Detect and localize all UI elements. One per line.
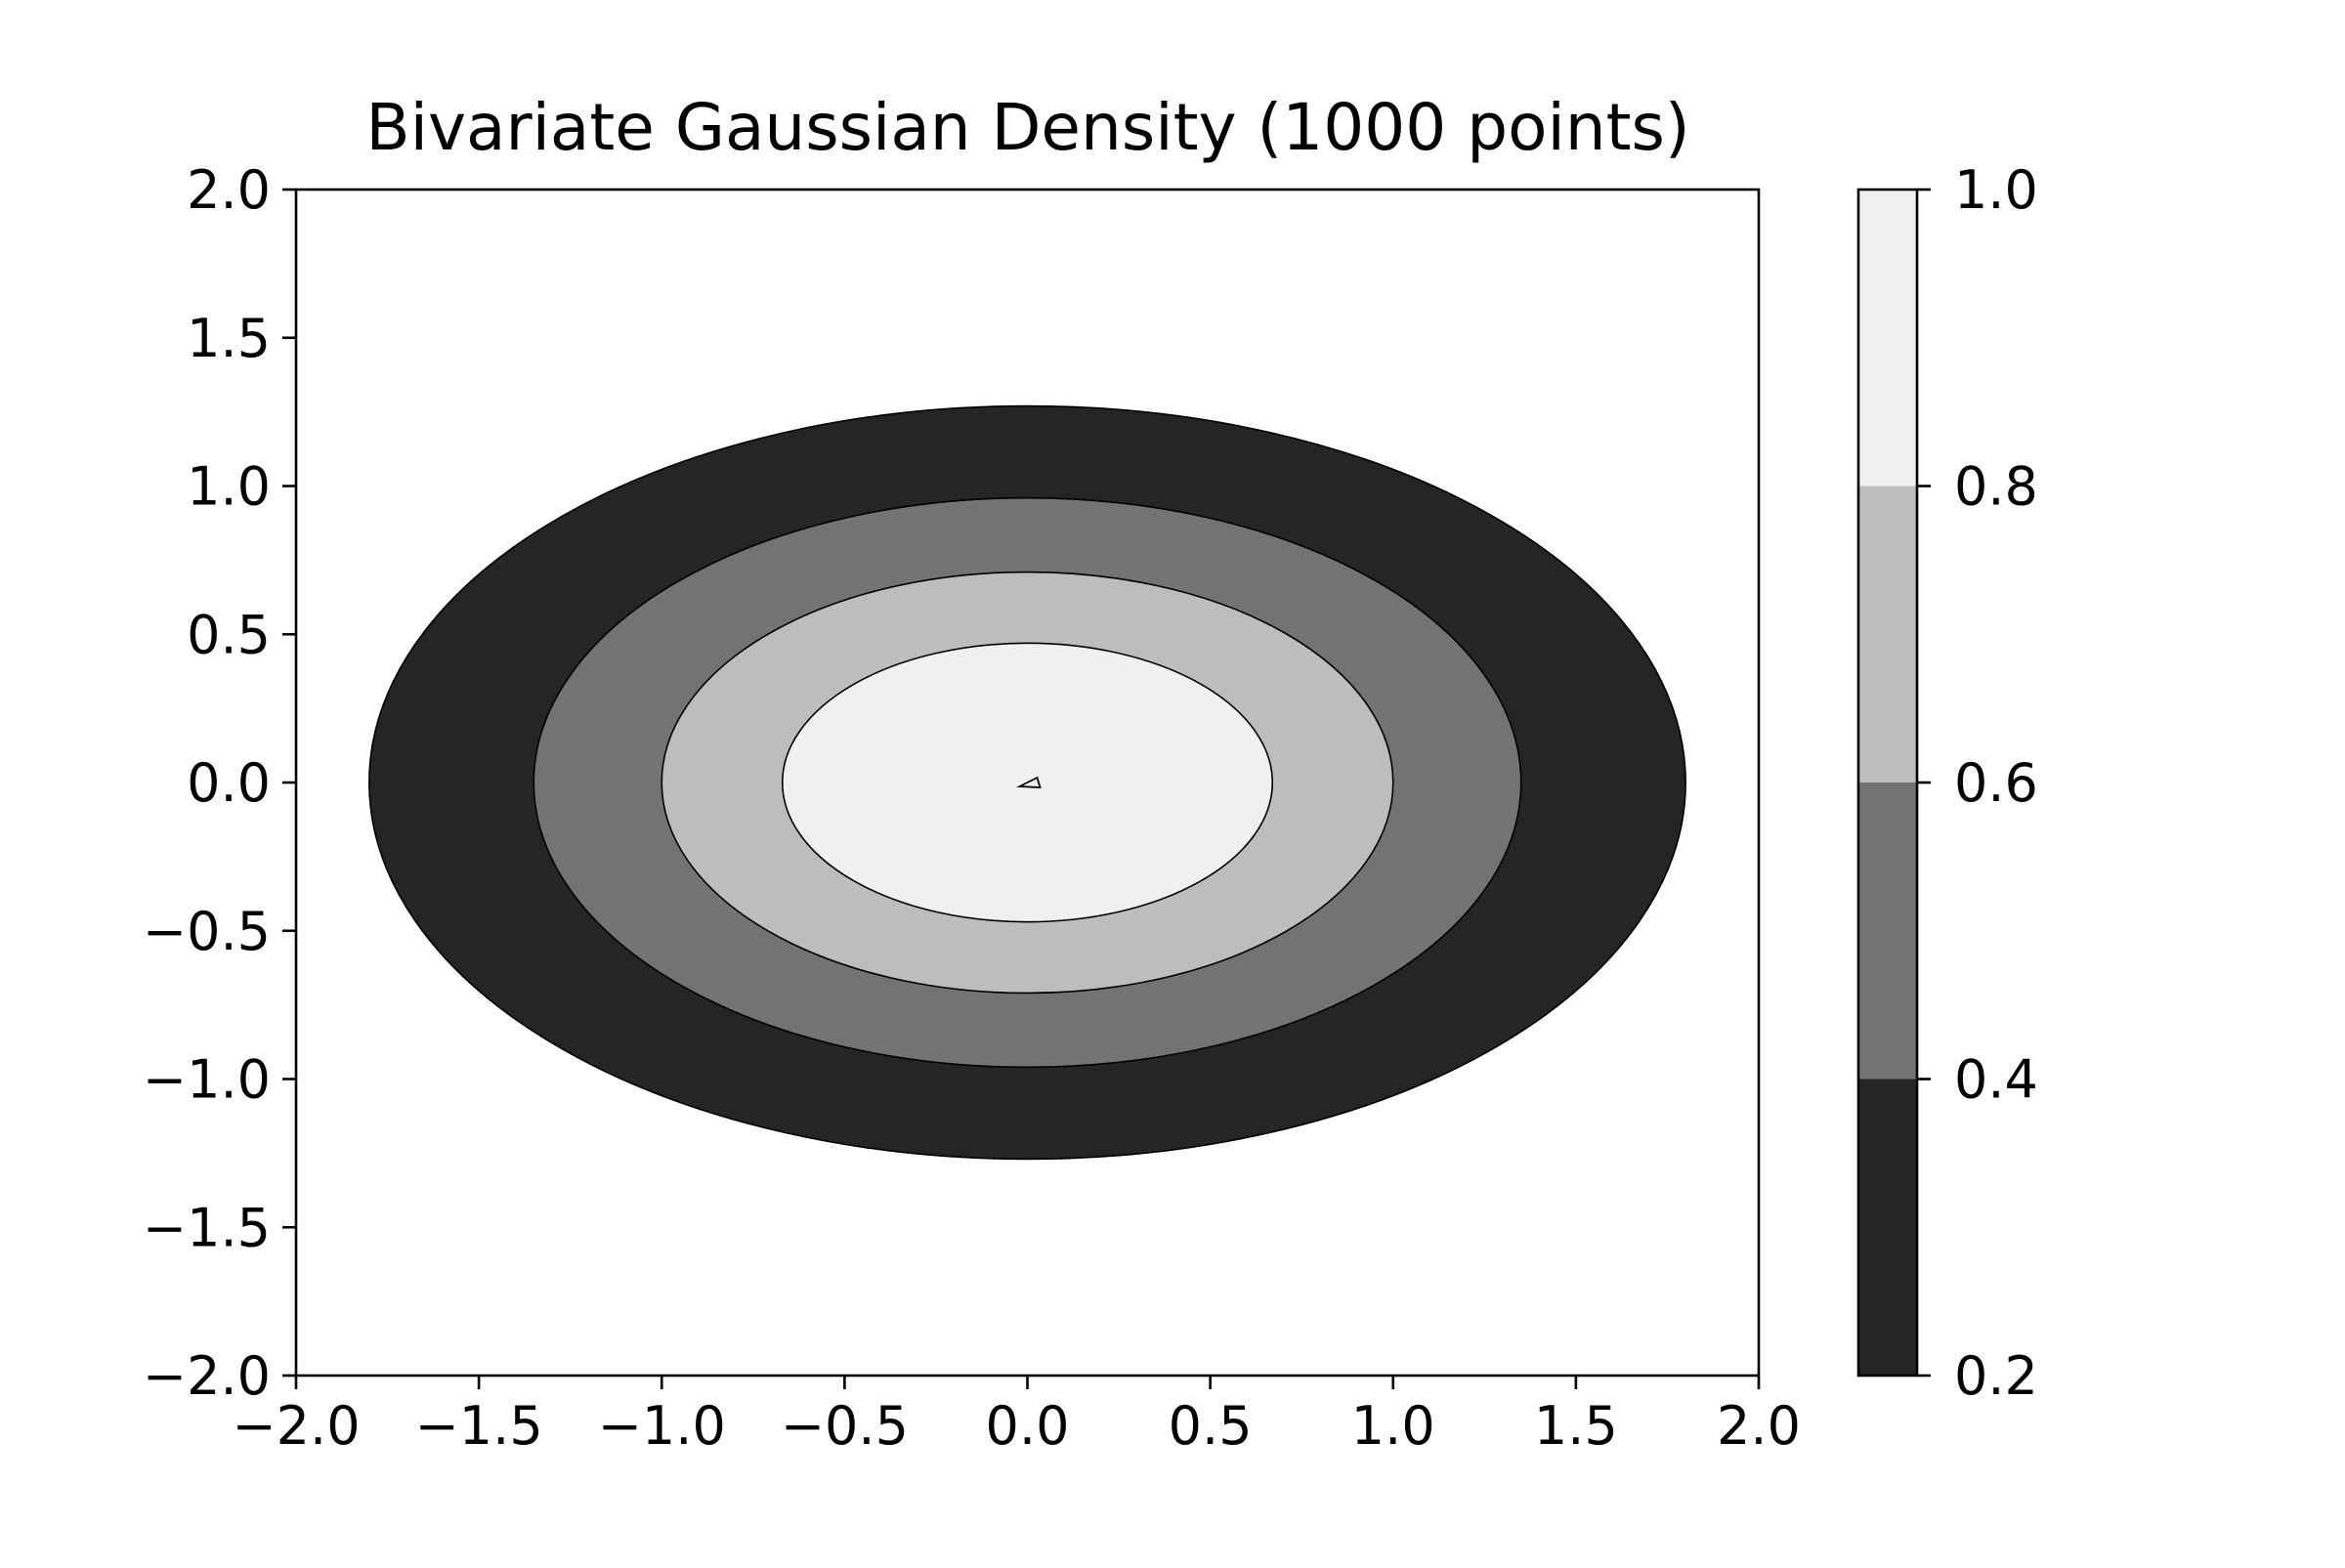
x-tick-label: −2.0 [232, 1395, 360, 1457]
x-tick-label: 1.0 [1351, 1395, 1435, 1457]
y-tick-label: 1.0 [187, 456, 271, 518]
x-tick-label: −0.5 [781, 1395, 909, 1457]
x-tick-label: −1.0 [598, 1395, 726, 1457]
x-tick-label: 0.5 [1169, 1395, 1253, 1457]
colorbar-tick-label: 0.4 [1954, 1049, 2038, 1111]
y-tick-label: 1.5 [187, 308, 271, 369]
y-tick-label: 0.5 [187, 604, 271, 665]
colorbar-tick-label: 0.2 [1954, 1345, 2038, 1407]
y-tick-label: −2.0 [143, 1345, 271, 1407]
colorbar-tick-label: 0.6 [1954, 752, 2038, 814]
colorbar-tick-label: 0.8 [1954, 456, 2038, 518]
x-tick-label: 1.5 [1534, 1395, 1618, 1457]
colorbar-band [1858, 486, 1917, 783]
x-tick-label: −1.5 [415, 1395, 543, 1457]
chart-title: Bivariate Gaussian Density (1000 points) [365, 90, 1689, 165]
colorbar-band [1858, 1079, 1917, 1376]
y-tick-label: −0.5 [143, 901, 271, 962]
colorbar-band [1858, 783, 1917, 1080]
x-tick-label: 2.0 [1717, 1395, 1801, 1457]
y-tick-label: 0.0 [187, 752, 271, 814]
colorbar-tick-label: 1.0 [1954, 159, 2038, 221]
colorbar-band [1858, 190, 1917, 487]
y-tick-label: −1.0 [143, 1049, 271, 1111]
y-tick-label: −1.5 [143, 1197, 271, 1258]
x-tick-label: 0.0 [986, 1395, 1070, 1457]
y-tick-label: 2.0 [187, 159, 271, 221]
peak-contour [1016, 776, 1042, 788]
